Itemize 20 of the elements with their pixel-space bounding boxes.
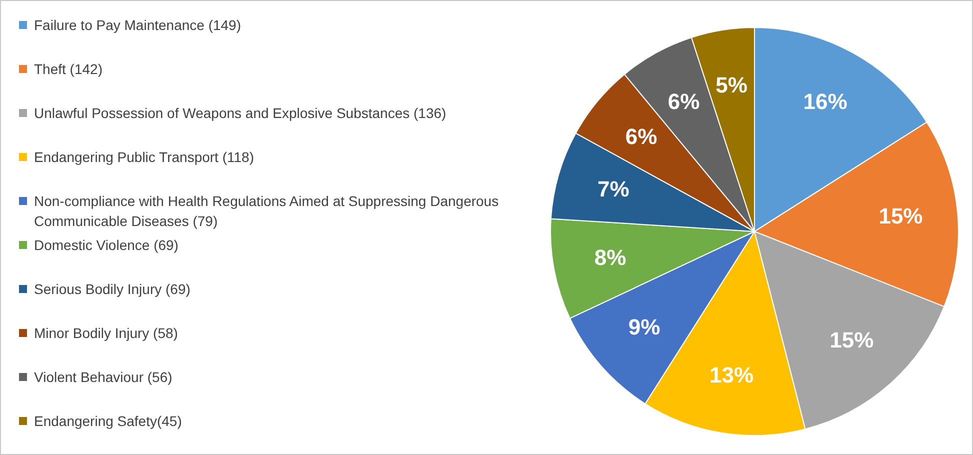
data-label: 16%: [803, 88, 848, 114]
data-label: 5%: [716, 72, 748, 98]
legend-label: Violent Behaviour (56): [34, 368, 172, 387]
data-label: 15%: [878, 204, 923, 229]
data-label: 7%: [598, 176, 630, 202]
data-label: 8%: [594, 245, 626, 270]
legend-label: Endangering Safety(45): [34, 412, 182, 431]
legend-label: Minor Bodily Injury (58): [34, 324, 178, 343]
legend-label: Endangering Public Transport (118): [34, 148, 254, 167]
data-label: 9%: [628, 314, 660, 340]
data-label: 6%: [625, 124, 658, 149]
data-label: 13%: [710, 362, 754, 388]
legend-label: Theft (142): [34, 60, 102, 79]
legend-label: Non-compliance with Health Regulations Aimed at Suppressing Dangerous Communicable Diseases (79): [34, 192, 500, 231]
legend-label: Unlawful Possession of Weapons and Explosive Substances (136): [34, 104, 446, 123]
data-label: 15%: [830, 328, 874, 353]
legend-label: Domestic Violence (69): [34, 236, 178, 255]
legend-label: Failure to Pay Maintenance (149): [34, 16, 241, 35]
data-label: 6%: [668, 88, 700, 114]
legend-label: Serious Bodily Injury (69): [34, 280, 190, 299]
